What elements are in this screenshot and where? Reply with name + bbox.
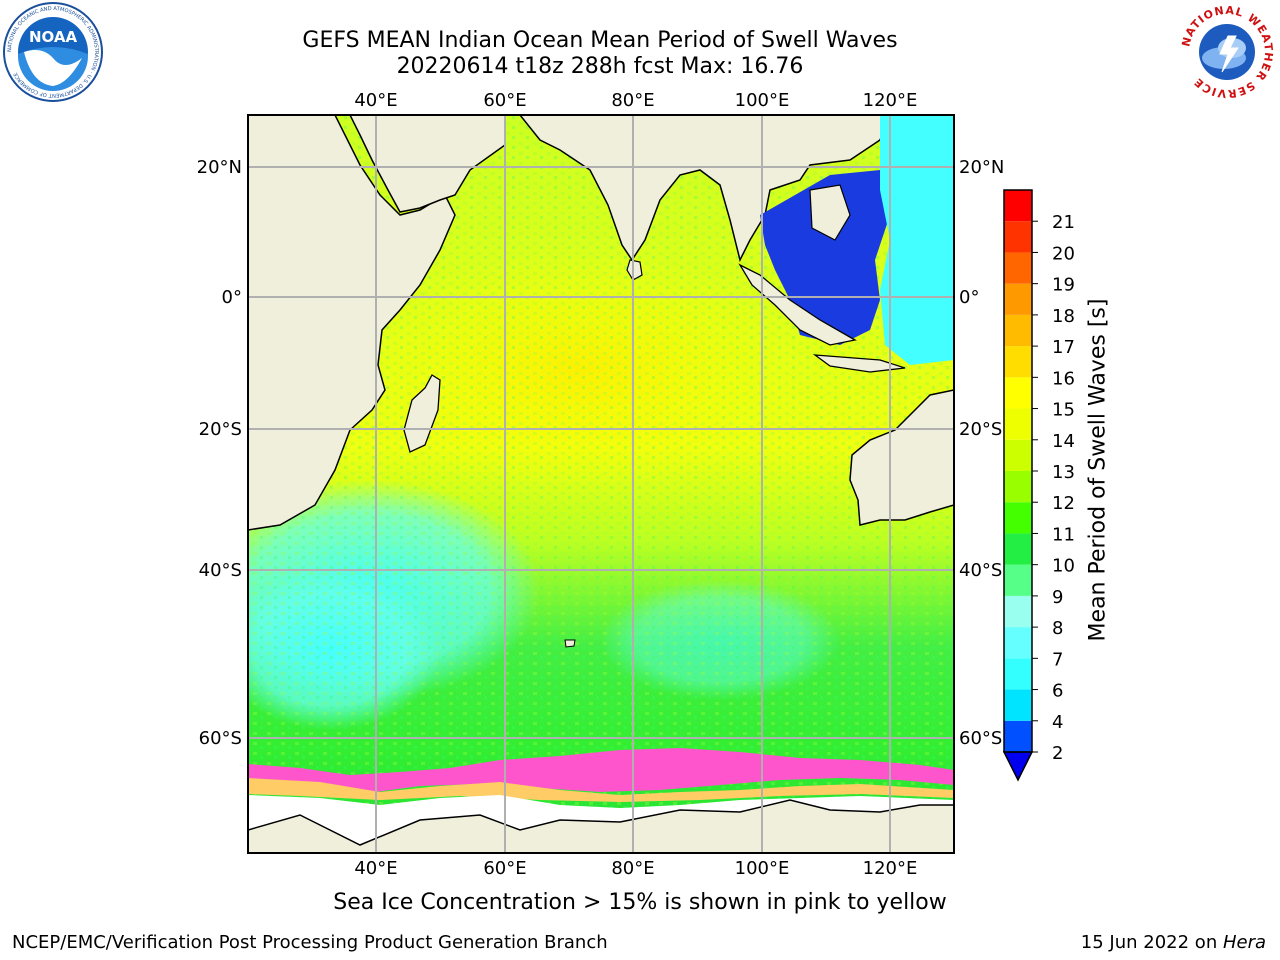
colorbar-tick-label: 12 xyxy=(1052,493,1075,514)
antarctica-landmass xyxy=(248,799,954,853)
colorbar-tick-label: 19 xyxy=(1052,275,1075,296)
lat-label-left: 40°S xyxy=(199,560,242,581)
colorbar-segment xyxy=(1004,720,1032,752)
colorbar-tick-label: 21 xyxy=(1052,212,1075,233)
lat-labels-right: 20°N 0° 20°S 40°S 60°S xyxy=(959,157,1004,749)
lon-label-bottom: 100°E xyxy=(735,858,790,879)
sumatra-landmass xyxy=(738,263,857,346)
footer-date-text: 15 Jun 2022 on xyxy=(1080,932,1223,953)
lat-label-left: 0° xyxy=(222,287,242,308)
colorbar-segment xyxy=(1004,252,1032,284)
colorbar-extend-arrow xyxy=(1002,751,1034,782)
asia-landmass xyxy=(519,115,891,263)
colorbar-tick-label: 11 xyxy=(1052,524,1075,545)
colorbar-tick-label: 15 xyxy=(1052,400,1075,421)
lon-label-bottom: 40°E xyxy=(354,858,397,879)
colorbar-tick-label: 17 xyxy=(1052,337,1075,358)
map-title: GEFS MEAN Indian Ocean Mean Period of Sw… xyxy=(302,28,898,53)
lon-label-bottom: 120°E xyxy=(863,858,918,879)
lon-label-bottom: 80°E xyxy=(611,858,654,879)
colorbar-tick-label: 16 xyxy=(1052,368,1075,389)
australia-landmass xyxy=(849,389,954,526)
lat-labels-left: 20°N 0° 20°S 40°S 60°S xyxy=(197,157,242,749)
sea-ice-high-concentration xyxy=(248,778,954,802)
colorbar-segment xyxy=(1004,564,1032,596)
colorbar-segment xyxy=(1004,377,1032,409)
west-pacific-low-period xyxy=(880,115,954,365)
nws-logo: NATIONAL WEATHER SERVICE xyxy=(1176,2,1278,102)
sea-ice-caption: Sea Ice Concentration > 15% is shown in … xyxy=(333,890,947,915)
sri-lanka-landmass xyxy=(626,259,643,281)
colorbar-segment xyxy=(1004,658,1032,690)
colorbar-tick-label: 13 xyxy=(1052,462,1075,483)
lon-label-top: 120°E xyxy=(863,90,918,111)
colorbar-segment xyxy=(1004,471,1032,503)
colorbar-segment xyxy=(1004,502,1032,534)
colorbar-segment xyxy=(1004,221,1032,253)
colorbar-tick-label: 4 xyxy=(1052,712,1063,733)
lat-label-right: 0° xyxy=(959,287,979,308)
lon-label-bottom: 60°E xyxy=(483,858,526,879)
colorbar-segment xyxy=(1004,439,1032,471)
colorbar-segment xyxy=(1004,533,1032,565)
lat-label-left: 20°N xyxy=(197,157,242,178)
colorbar-tick-label: 10 xyxy=(1052,556,1075,577)
colorbar-label: Mean Period of Swell Waves [s] xyxy=(1085,298,1111,642)
map-frame xyxy=(247,114,955,854)
map-subtitle: 20220614 t18z 288h fcst Max: 16.76 xyxy=(396,54,804,79)
lon-labels-bottom: 40°E 60°E 80°E 100°E 120°E xyxy=(354,858,917,879)
colorbar-segment xyxy=(1004,283,1032,315)
colorbar-segment xyxy=(1004,314,1032,347)
java-landmass xyxy=(812,354,906,373)
footer-host: Hera xyxy=(1222,932,1266,953)
madagascar-landmass xyxy=(403,374,441,453)
lat-label-left: 60°S xyxy=(199,728,242,749)
colorbar-segment xyxy=(1004,689,1032,721)
colorbar-tick-label: 14 xyxy=(1052,431,1075,452)
footer-date: 15 Jun 2022 on Hera xyxy=(1081,932,1266,953)
colorbar-tick-label: 8 xyxy=(1052,618,1063,639)
lon-labels-top: 40°E 60°E 80°E 100°E 120°E xyxy=(354,90,917,111)
lat-label-right: 60°S xyxy=(959,728,1002,749)
borneo-landmass xyxy=(809,184,851,241)
lon-label-top: 60°E xyxy=(483,90,526,111)
colorbar-tick-label: 7 xyxy=(1052,649,1063,670)
colorbar-tick-label: 20 xyxy=(1052,243,1075,264)
colorbar-segment xyxy=(1004,190,1032,222)
lat-label-right: 20°S xyxy=(959,419,1002,440)
noaa-logo: NATIONAL OCEANIC AND ATMOSPHERIC ADMINIS… xyxy=(2,2,104,102)
colorbar-tick-label: 9 xyxy=(1052,587,1063,608)
colorbar-tick-label: 18 xyxy=(1052,306,1075,327)
lon-label-top: 100°E xyxy=(735,90,790,111)
graticule xyxy=(248,115,954,853)
colorbar-tick-label: 6 xyxy=(1052,681,1063,702)
colorbar-segment xyxy=(1004,408,1032,440)
colorbar: 2 4 6 7 8 9 10 11 12 13 14 15 16 17 18 19 20 21 xyxy=(1002,189,1075,782)
kerguelen-island xyxy=(564,639,576,648)
lat-label-right: 20°N xyxy=(959,157,1004,178)
map-plot-area xyxy=(248,115,954,853)
lon-label-top: 40°E xyxy=(354,90,397,111)
footer-credit: NCEP/EMC/Verification Post Processing Pr… xyxy=(12,932,608,953)
colorbar-segment xyxy=(1004,346,1032,378)
sea-ice-edge xyxy=(248,748,954,794)
colorbar-segment xyxy=(1004,627,1032,659)
svg-text:NOAA: NOAA xyxy=(29,28,78,46)
colorbar-segment xyxy=(1004,595,1032,628)
lat-label-left: 20°S xyxy=(199,419,242,440)
lat-label-right: 40°S xyxy=(959,560,1002,581)
colorbar-tick-label: 2 xyxy=(1052,743,1063,764)
lon-label-top: 80°E xyxy=(611,90,654,111)
